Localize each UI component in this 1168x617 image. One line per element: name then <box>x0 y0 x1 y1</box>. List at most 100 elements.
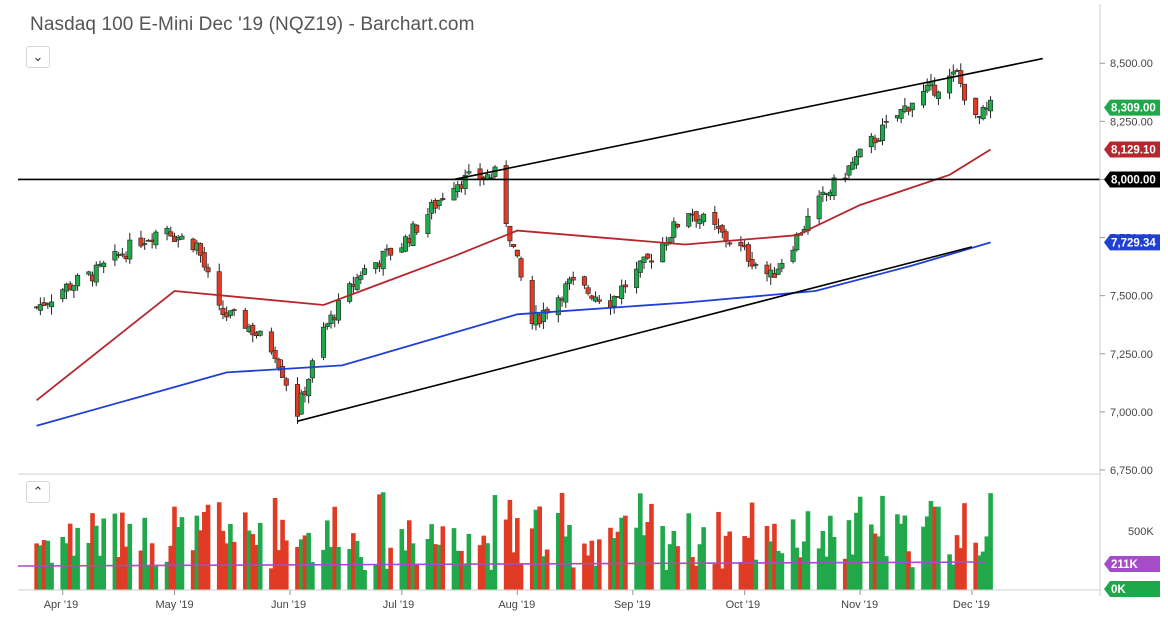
candle-body <box>622 284 628 288</box>
volume-bar <box>328 546 334 590</box>
volume-bar <box>168 545 174 590</box>
candle-body <box>75 274 81 287</box>
candle-body <box>671 221 677 238</box>
volume-bar <box>455 550 461 590</box>
volume-bar <box>123 546 129 590</box>
volume-bar <box>324 520 330 590</box>
volume-bar <box>988 493 993 590</box>
candle-body <box>738 241 744 247</box>
volume-bar <box>693 565 699 590</box>
candle-body <box>321 326 327 358</box>
candle-body <box>645 253 651 259</box>
candle-body <box>201 252 207 268</box>
candle-body <box>779 263 785 269</box>
volume-bar <box>645 522 651 590</box>
candle-body <box>988 99 994 112</box>
candle-body <box>216 271 222 306</box>
ma50-line <box>36 148 992 402</box>
y-tick-label: 6,750.00 <box>1110 465 1153 477</box>
candle-body <box>794 233 800 251</box>
volume-bar <box>485 543 490 590</box>
volume-bar <box>190 550 196 590</box>
volume-bar <box>116 557 121 590</box>
candle-body <box>306 379 312 397</box>
volume-bar <box>202 511 207 590</box>
candle-body <box>876 140 882 142</box>
volume-bar <box>246 530 252 590</box>
candle-body <box>950 71 956 75</box>
collapse-button[interactable]: ⌄ <box>26 46 50 68</box>
candle-body <box>198 243 204 256</box>
candle-body <box>179 235 185 240</box>
y-tick-label: 8,250.00 <box>1110 116 1153 128</box>
candle-body <box>462 174 468 189</box>
volume-bar <box>980 551 986 590</box>
candle-body <box>362 268 368 275</box>
x-tick-label: Aug '19 <box>498 599 535 611</box>
volume-tag: 211K <box>1104 556 1160 572</box>
candle-body <box>723 231 729 241</box>
volume-bar <box>962 503 967 590</box>
volume-bar <box>716 511 721 590</box>
volume-bar <box>127 523 133 590</box>
candle-body <box>924 84 930 92</box>
level-tag: 8,000.00 <box>1104 171 1160 188</box>
volume-bar <box>488 569 494 590</box>
volume-bar <box>772 523 777 590</box>
volume-tag-bg <box>1104 556 1160 572</box>
candle-body <box>540 310 546 322</box>
candle-body <box>745 244 751 262</box>
candle-body <box>127 239 133 260</box>
candles <box>34 63 994 424</box>
volume-bar <box>205 504 211 590</box>
volume-bar <box>593 565 598 590</box>
volume-bar <box>336 546 341 590</box>
volume-bar <box>224 543 229 590</box>
volume-bar <box>276 550 282 590</box>
candle-body <box>231 309 237 311</box>
volume-bar <box>93 525 99 590</box>
volume-bar <box>842 558 848 590</box>
volume-bar <box>608 527 613 590</box>
volume-bar <box>567 524 572 590</box>
ma50-tag-text: 8,129.10 <box>1111 144 1156 156</box>
candle-body <box>596 299 602 302</box>
volume-bar <box>507 499 513 590</box>
candle-body <box>436 200 442 206</box>
last-price-tag-text: 8,309.00 <box>1111 103 1156 115</box>
volume-bar <box>90 513 95 590</box>
x-tick-label: Dec '19 <box>953 599 990 611</box>
candle-body <box>324 323 330 327</box>
volume-expand-button[interactable]: ⌃ <box>26 481 50 503</box>
volume-bar <box>164 561 170 590</box>
volume-bar <box>306 532 311 590</box>
volume-bar <box>358 557 364 590</box>
candle-body <box>220 307 226 315</box>
volume-bar <box>254 544 259 590</box>
volume-bar <box>936 506 941 590</box>
candle-body <box>566 278 572 284</box>
volume-bar <box>768 541 774 590</box>
candle-body <box>958 70 964 84</box>
volume-bar <box>947 554 952 590</box>
volume-bar <box>220 530 226 590</box>
volume-bar <box>738 561 744 590</box>
volume-bar <box>794 547 800 590</box>
volume-bar <box>38 545 43 590</box>
volume-bar <box>857 496 863 590</box>
candle-body <box>961 83 967 101</box>
volume-bar <box>384 568 390 590</box>
volume-bar <box>686 513 692 590</box>
volume-bar <box>60 536 66 590</box>
candle-body <box>563 283 569 303</box>
candle-body <box>466 171 472 174</box>
volume-bar <box>775 550 781 590</box>
candle-body <box>831 177 837 196</box>
volume-bar <box>503 519 509 590</box>
volume-bar <box>451 528 457 590</box>
volume-bar <box>623 515 628 590</box>
volume-bar <box>377 494 382 590</box>
volume-bar <box>302 535 308 590</box>
candle-body <box>93 264 99 283</box>
